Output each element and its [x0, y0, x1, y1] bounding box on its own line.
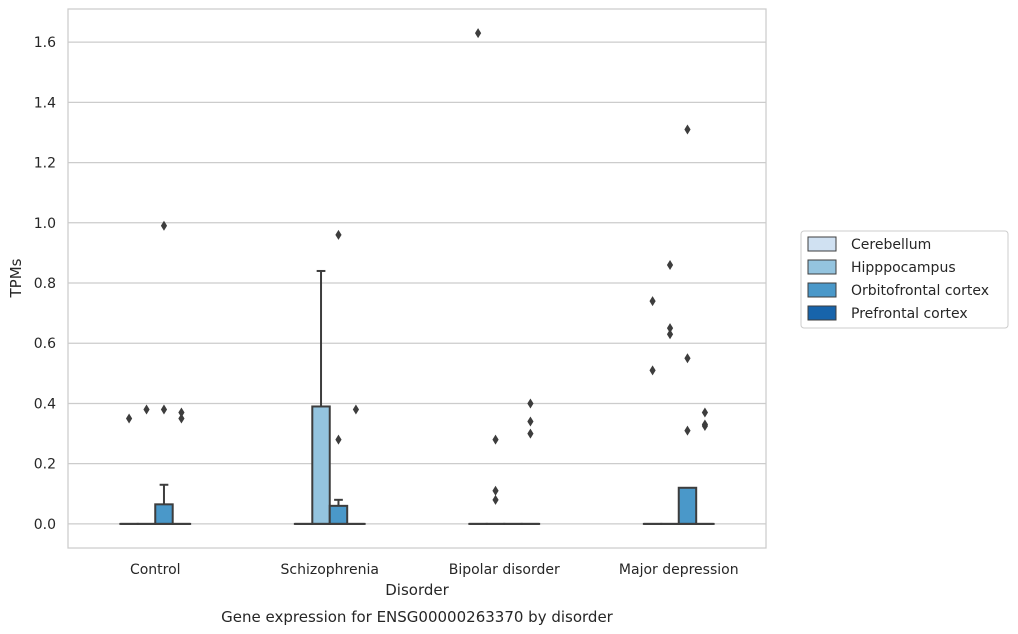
y-tick-label: 0.4 — [34, 396, 56, 412]
outlier-point — [143, 404, 150, 415]
outlier-point — [492, 485, 499, 496]
legend: Cerebellum Hipppocampus Orbitofrontal cort… — [800, 230, 1009, 329]
outlier-point — [335, 229, 342, 240]
legend-label: Cerebellum — [851, 237, 931, 253]
outlier-point — [527, 398, 534, 409]
y-tick-label: 0.2 — [34, 457, 56, 473]
legend-swatch — [807, 305, 837, 321]
outlier-point — [701, 407, 709, 418]
x-axis-title: Disorder — [385, 581, 449, 599]
outlier-point — [160, 404, 168, 415]
y-tick-label: 0.8 — [34, 276, 56, 292]
y-axis-ticks: 0.0 0.2 0.4 0.6 0.8 1.0 1.2 1.4 1.6 — [34, 35, 56, 533]
outlier-point — [684, 425, 691, 436]
outlier-point — [527, 416, 534, 427]
outlier-point — [160, 220, 168, 231]
outlier-point — [684, 353, 691, 364]
plot-frame — [67, 8, 767, 549]
x-tick-label: Major depression — [619, 562, 739, 578]
outlier-point — [125, 413, 133, 424]
box-group — [311, 269, 331, 525]
x-axis-ticks: Control Schizophrenia Bipolar disorder Majo… — [130, 562, 739, 578]
x-tick-label: Control — [130, 562, 181, 578]
legend-label: Hipppocampus — [851, 260, 956, 276]
plot-background — [68, 9, 766, 548]
outlier-point — [701, 421, 709, 432]
box — [328, 504, 349, 525]
outlier-point — [335, 434, 342, 445]
outlier-point — [666, 329, 674, 340]
grid-lines — [68, 41, 766, 525]
legend-swatch — [807, 259, 837, 275]
x-tick-label: Schizophrenia — [281, 562, 379, 578]
box-group — [520, 398, 541, 525]
box-group — [677, 124, 698, 525]
y-tick-label: 0.0 — [34, 517, 56, 533]
y-tick-label: 1.0 — [34, 216, 56, 232]
y-tick-label: 0.6 — [34, 336, 56, 352]
figure-caption: Gene expression for ENSG00000263370 by d… — [221, 608, 614, 626]
outlier-point — [527, 428, 534, 439]
box-group — [695, 407, 715, 525]
legend-frame — [800, 230, 1009, 329]
outlier-point — [684, 124, 691, 135]
outlier-point — [178, 407, 185, 418]
outlier-point — [649, 365, 656, 376]
box-group — [642, 296, 663, 525]
outlier-point — [492, 434, 499, 445]
box — [677, 486, 698, 525]
outlier-point — [492, 494, 499, 505]
y-tick-label: 1.6 — [34, 35, 56, 51]
box-group — [154, 220, 174, 525]
outlier-point — [649, 296, 656, 307]
legend-label: Orbitofrontal cortex — [851, 283, 989, 299]
y-axis-title: TPMs — [7, 258, 25, 298]
outlier-point — [666, 259, 674, 270]
legend-label: Prefrontal cortex — [851, 306, 968, 322]
outlier-point — [178, 413, 185, 424]
box — [311, 405, 331, 525]
legend-swatch — [807, 282, 837, 298]
box-group — [328, 229, 349, 525]
y-tick-label: 1.4 — [34, 95, 56, 111]
box-group — [346, 404, 366, 525]
y-tick-label: 1.2 — [34, 156, 56, 172]
box — [154, 503, 174, 525]
x-tick-label: Bipolar disorder — [449, 562, 560, 578]
outlier-point — [666, 323, 674, 334]
outlier-point — [474, 28, 482, 39]
legend-swatch — [807, 236, 837, 252]
chart-marks — [119, 28, 715, 525]
box-group — [171, 407, 192, 525]
outlier-point — [352, 404, 360, 415]
